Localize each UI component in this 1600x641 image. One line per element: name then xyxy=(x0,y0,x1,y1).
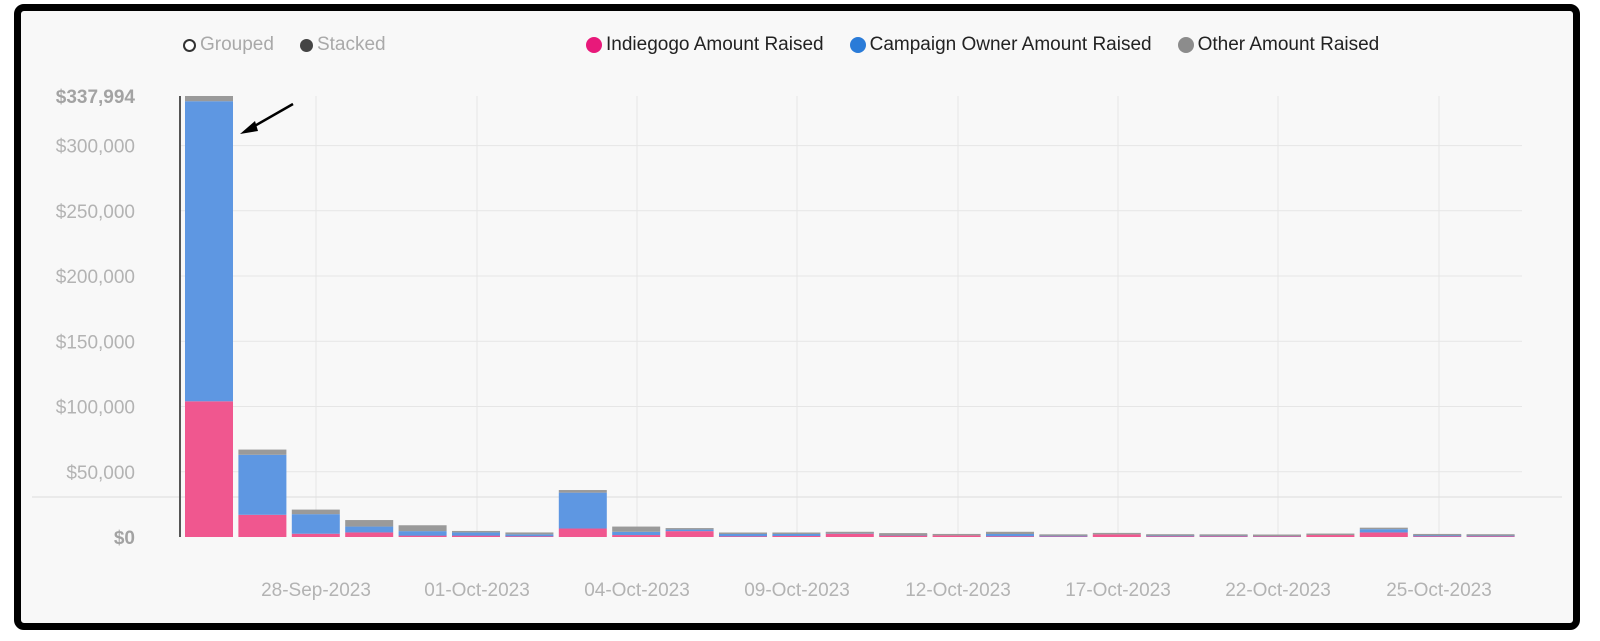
bar-segment-owner xyxy=(452,532,500,536)
bar-segment-other xyxy=(185,96,233,102)
bar-segment-other xyxy=(1466,534,1515,536)
x-tick-label: 04-Oct-2023 xyxy=(584,580,690,601)
bar-segment-indiegogo xyxy=(238,514,287,537)
bar-segment-other xyxy=(1253,534,1301,537)
bar-segment-owner xyxy=(558,492,607,529)
bar-segment-other xyxy=(291,509,340,515)
legend: Indiegogo Amount Raised Campaign Owner A… xyxy=(586,34,1379,56)
y-max-label: $337,994 xyxy=(56,87,136,108)
legend-dot-owner-icon xyxy=(849,37,866,53)
bar-segment-owner xyxy=(238,454,287,515)
bar-segment-other xyxy=(238,449,287,455)
stacked-label: Stacked xyxy=(316,34,386,55)
bar-segment-owner xyxy=(665,529,714,532)
bar-segment-owner xyxy=(505,534,554,537)
legend-item-indiegogo[interactable]: Indiegogo Amount Raised xyxy=(586,34,824,56)
grouped-radio-icon[interactable] xyxy=(183,38,196,52)
bar-segment-other xyxy=(345,520,394,527)
legend-item-owner[interactable]: Campaign Owner Amount Raised xyxy=(849,34,1152,56)
bar-segment-indiegogo xyxy=(291,533,340,537)
bar-segment-other xyxy=(1359,527,1408,530)
bar-segment-indiegogo xyxy=(932,535,981,537)
layout-toggle: Grouped Stacked xyxy=(183,34,386,56)
bar-segment-owner xyxy=(1359,529,1408,533)
bar-segment-other xyxy=(1306,533,1355,536)
bar-segment-other xyxy=(398,525,447,532)
bar-segment-other xyxy=(612,526,661,532)
bar-segment-indiegogo xyxy=(1092,534,1141,537)
bar-segment-indiegogo xyxy=(772,535,821,537)
bar-segment-indiegogo xyxy=(558,528,607,537)
bar-segment-indiegogo xyxy=(185,401,233,537)
y-tick-label: $150,000 xyxy=(56,332,135,353)
bar-segment-owner xyxy=(986,533,1034,537)
bar-segment-other xyxy=(505,532,554,535)
y-tick-label: $50,000 xyxy=(66,463,135,484)
bar-segment-owner xyxy=(291,514,340,534)
legend-label-indiegogo: Indiegogo Amount Raised xyxy=(606,34,824,55)
y-tick-label: $200,000 xyxy=(56,267,135,288)
x-tick-label: 25-Oct-2023 xyxy=(1386,580,1492,601)
bar-segment-other xyxy=(879,533,928,536)
bar-segment-indiegogo xyxy=(1306,535,1355,537)
annotation-arrow-line xyxy=(250,102,294,130)
bar-segment-indiegogo xyxy=(1359,532,1408,537)
bars xyxy=(185,96,1515,537)
bar-segment-indiegogo xyxy=(452,535,500,537)
x-tick-label: 09-Oct-2023 xyxy=(744,580,850,601)
y-tick-label: $300,000 xyxy=(56,137,135,158)
bar-segment-other xyxy=(986,531,1034,534)
bar-segment-indiegogo xyxy=(879,535,928,537)
x-axis: 28-Sep-2023 01-Oct-2023 04-Oct-2023 09-Oct-… xyxy=(261,580,1492,601)
y-tick-label: $100,000 xyxy=(56,398,135,419)
bar-segment-owner xyxy=(772,533,821,536)
bar-segment-other xyxy=(932,533,981,536)
annotation-arrow-head-icon xyxy=(240,121,258,134)
grouped-label: Grouped xyxy=(200,34,274,55)
legend-dot-indiegogo-icon xyxy=(586,37,602,53)
legend-label-owner: Campaign Owner Amount Raised xyxy=(869,34,1152,55)
bar-segment-owner xyxy=(719,533,767,537)
annotation xyxy=(240,102,294,134)
bar-segment-owner xyxy=(398,531,447,536)
grid-lines xyxy=(32,96,1562,537)
bar-segment-other xyxy=(825,531,874,534)
legend-label-other: Other Amount Raised xyxy=(1197,34,1380,55)
bar-segment-owner xyxy=(185,101,233,402)
bar-segment-indiegogo xyxy=(398,535,447,537)
x-tick-label: 17-Oct-2023 xyxy=(1065,580,1171,601)
legend-item-other[interactable]: Other Amount Raised xyxy=(1177,34,1380,56)
bar-segment-indiegogo xyxy=(612,535,661,537)
bar-segment-owner xyxy=(612,531,661,536)
y-axis: $0 $50,000 $100,000 $150,000 $200,000 $250,00… xyxy=(56,87,181,549)
y-tick-label: $250,000 xyxy=(56,202,135,223)
legend-dot-other-icon xyxy=(1177,37,1194,53)
x-tick-label: 01-Oct-2023 xyxy=(424,580,530,601)
bar-segment-other xyxy=(719,532,767,534)
bar-segment-indiegogo xyxy=(665,531,714,537)
bar-segment-other xyxy=(772,532,821,534)
x-tick-label: 28-Sep-2023 xyxy=(261,580,371,601)
bar-segment-other xyxy=(1092,532,1141,535)
bar-segment-other xyxy=(452,530,500,533)
bar-segment-other xyxy=(1413,533,1462,536)
bar-segment-indiegogo xyxy=(825,533,874,537)
x-tick-label: 22-Oct-2023 xyxy=(1225,580,1331,601)
stacked-radio-icon[interactable] xyxy=(299,38,313,52)
bar-segment-owner xyxy=(1413,534,1462,537)
bar-segment-owner xyxy=(345,526,394,533)
bar-segment-other xyxy=(558,490,607,493)
bar-segment-other xyxy=(1039,534,1088,536)
y-tick-label: $0 xyxy=(114,528,135,549)
x-tick-label: 12-Oct-2023 xyxy=(905,580,1011,601)
grouped-option[interactable]: Grouped xyxy=(183,34,274,56)
stacked-option[interactable]: Stacked xyxy=(299,34,386,56)
bar-segment-indiegogo xyxy=(345,532,394,537)
bar-segment-other xyxy=(1146,534,1195,536)
bar-segment-other xyxy=(1199,534,1248,536)
bar-segment-other xyxy=(665,528,714,530)
